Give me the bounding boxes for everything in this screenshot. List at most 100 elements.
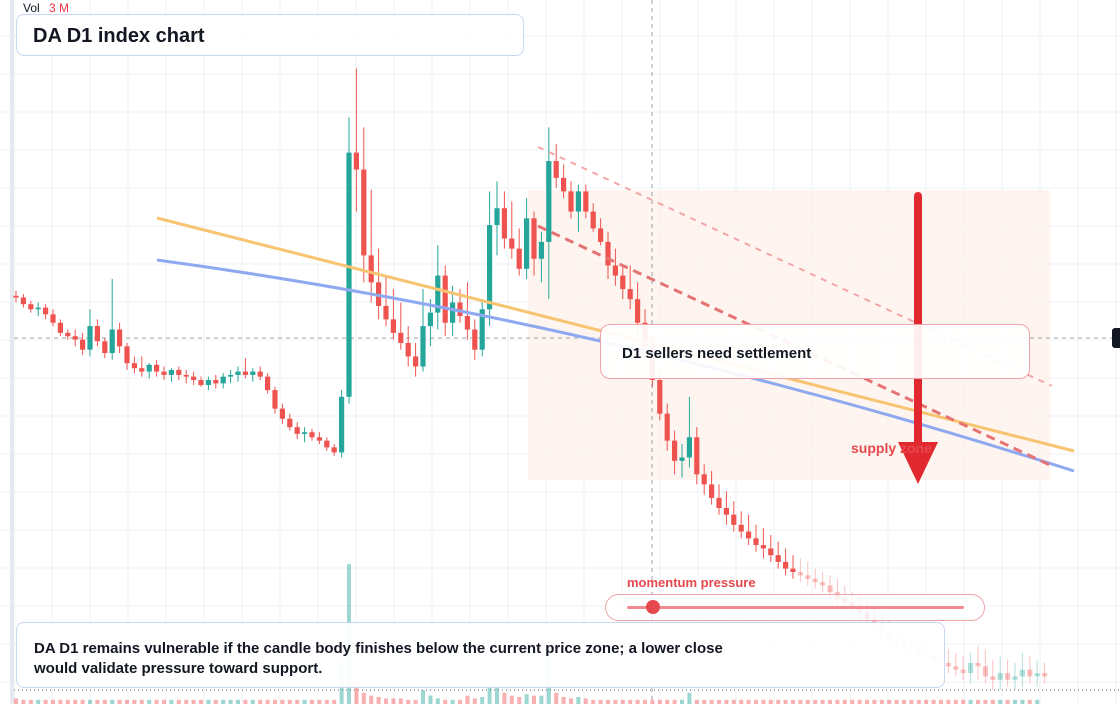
candle-body xyxy=(80,339,86,350)
candle-body xyxy=(516,248,522,269)
candle-body xyxy=(435,275,441,313)
volume-bar xyxy=(583,698,588,704)
volume-bar xyxy=(369,695,374,704)
down-arrow-icon xyxy=(898,442,938,484)
volume-bar xyxy=(21,699,26,704)
candle-body xyxy=(664,413,670,441)
momentum-slider[interactable] xyxy=(605,594,985,621)
candle-body xyxy=(287,418,293,428)
volume-bar xyxy=(1020,699,1025,704)
candle-body xyxy=(464,316,470,330)
candle-body xyxy=(716,497,722,508)
callout-text: D1 sellers need settlement xyxy=(622,345,812,362)
candle-body xyxy=(383,305,389,320)
candle-body xyxy=(731,514,737,525)
candle-body xyxy=(161,371,167,375)
candle-body xyxy=(509,238,515,249)
volume-bar xyxy=(391,698,396,704)
volume-bar xyxy=(280,699,285,704)
momentum-knob[interactable] xyxy=(645,600,660,614)
candle-body xyxy=(546,161,552,242)
volume-bar xyxy=(850,699,855,704)
candle-body xyxy=(583,191,589,212)
candle-body xyxy=(990,676,996,680)
volume-bar xyxy=(147,699,152,704)
volume-bar xyxy=(968,699,973,704)
candle-body xyxy=(65,332,71,337)
candle-body xyxy=(94,326,100,342)
candle-body xyxy=(213,380,219,384)
candle-body xyxy=(183,374,189,377)
volume-bar xyxy=(620,699,625,704)
candle-body xyxy=(13,295,19,298)
volume-bar xyxy=(154,699,159,704)
volume-bar xyxy=(398,698,403,704)
title-card: DA D1 index chart xyxy=(16,14,524,56)
volume-bar xyxy=(324,699,329,704)
candle-body xyxy=(575,191,581,212)
candle-body xyxy=(442,275,448,323)
volume-bar xyxy=(613,699,618,704)
volume-bar xyxy=(665,699,670,704)
candle-body xyxy=(775,555,781,562)
volume-bar xyxy=(828,699,832,704)
volume-bar xyxy=(539,695,544,704)
volume-bar xyxy=(421,690,425,704)
volume-bar xyxy=(184,699,189,704)
volume-bar xyxy=(28,699,33,704)
candle-body xyxy=(390,319,396,333)
candle-body xyxy=(760,545,766,549)
volume-bar xyxy=(132,699,137,704)
candle-body xyxy=(109,329,115,354)
volume-bar xyxy=(680,699,684,704)
candle-body xyxy=(561,177,567,192)
volume-bar xyxy=(191,699,196,704)
candle-body xyxy=(524,218,530,269)
candle-body xyxy=(242,371,248,375)
volume-bar xyxy=(509,695,514,704)
volume-bar xyxy=(243,699,248,704)
candle-body xyxy=(265,376,271,391)
candle-body xyxy=(672,440,678,461)
note-card: DA D1 remains vulnerable if the candle b… xyxy=(16,622,945,688)
volume-bar xyxy=(990,699,995,704)
volume-bar xyxy=(865,699,869,704)
volume-bar xyxy=(731,699,736,704)
volume-bar xyxy=(879,699,884,704)
volume-bar xyxy=(939,699,943,704)
volume-bar xyxy=(820,699,825,704)
volume-bar xyxy=(495,687,499,704)
candle-body xyxy=(797,572,803,576)
volume-bar xyxy=(739,699,744,704)
candle-body xyxy=(568,191,574,212)
volume-bar xyxy=(672,699,677,704)
volume-bar xyxy=(650,699,655,704)
candle-body xyxy=(257,371,263,377)
volume-bar xyxy=(983,699,988,704)
volume-bar xyxy=(842,699,847,704)
volume-bar xyxy=(102,699,107,704)
volume-bar xyxy=(576,697,581,704)
candle-body xyxy=(405,342,411,357)
candle-body xyxy=(709,484,715,498)
candle-body xyxy=(43,307,49,315)
candle-body xyxy=(228,374,234,377)
candle-body xyxy=(205,380,211,386)
volume-bar xyxy=(931,699,936,704)
candle-body xyxy=(494,208,500,226)
volume-bar xyxy=(88,699,92,704)
volume-bar xyxy=(805,699,810,704)
candle-body xyxy=(331,447,337,453)
volume-bar xyxy=(273,699,277,704)
supply-zone-label: supply zone xyxy=(851,440,932,456)
candle-body xyxy=(531,218,537,259)
volume-bar xyxy=(976,699,980,704)
volume-bar xyxy=(961,699,966,704)
candle-body xyxy=(316,437,322,441)
volume-bar xyxy=(236,699,240,704)
volume-bar xyxy=(517,697,522,704)
candle-body xyxy=(746,531,752,539)
candle-body xyxy=(154,364,160,372)
candle-body xyxy=(176,369,182,375)
candle-body xyxy=(538,241,544,259)
